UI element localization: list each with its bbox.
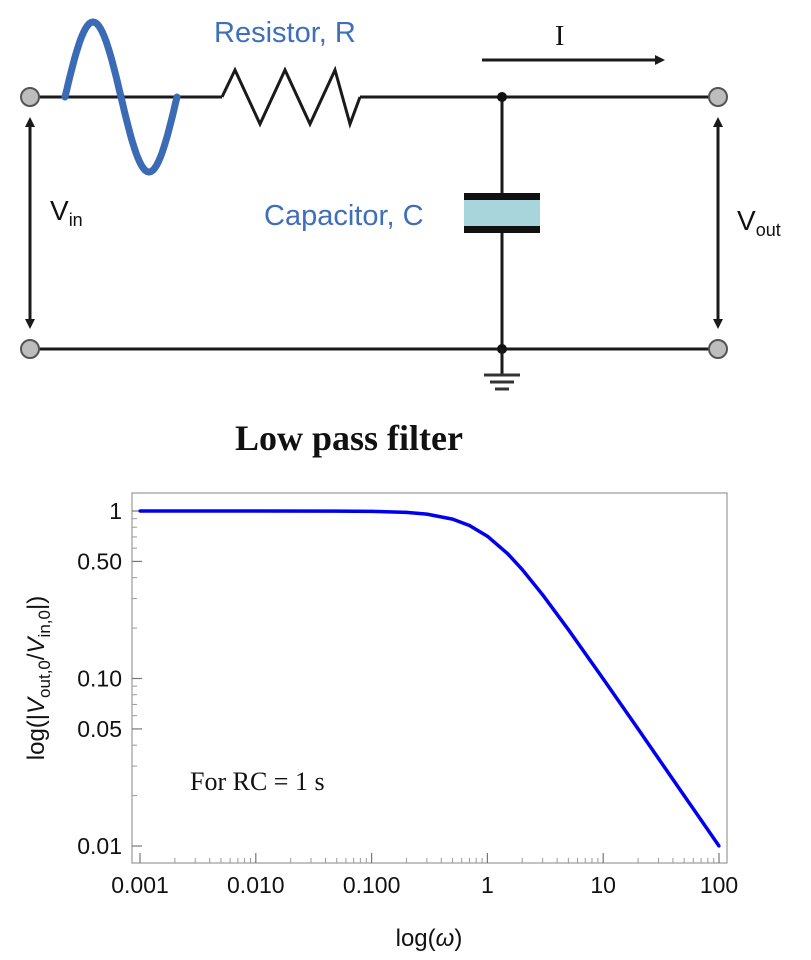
current-label: I [555, 21, 564, 52]
capacitor-plate-top [464, 193, 540, 200]
series-point [520, 567, 524, 572]
series-point [541, 593, 545, 597]
x-tick-label: 0.010 [227, 872, 285, 898]
x-axis-title: log(ω) [396, 925, 463, 952]
x-tick-label: 0.001 [111, 872, 169, 898]
series-point [254, 509, 258, 513]
x-tick-label: 1 [481, 872, 494, 898]
capacitor-plate-bottom [464, 226, 540, 233]
series-point [138, 509, 142, 513]
input-terminal-top [20, 87, 40, 107]
ground-icon [484, 349, 520, 391]
capacitor-dielectric [464, 199, 540, 227]
series-point [717, 844, 721, 848]
series-point [335, 509, 339, 513]
output-terminal-bottom [708, 339, 728, 359]
series-points [138, 509, 721, 848]
figure-caption: Low pass filter [235, 418, 463, 458]
circuit-diagram: I Resistor, R Capacitor, C Vin Vout Low … [20, 17, 781, 458]
x-tick-label: 100 [700, 872, 738, 898]
series-point [467, 523, 472, 528]
x-tick-label: 10 [590, 872, 616, 898]
series-point [485, 534, 489, 538]
resistor-label: Resistor, R [214, 17, 356, 49]
series-point [370, 509, 374, 513]
y-axis: 1 0.50 0.10 0.05 0.01 [77, 498, 142, 859]
series-point [682, 793, 686, 798]
series-point [450, 517, 455, 521]
capacitor-label: Capacitor, C [264, 200, 424, 232]
series-point [566, 627, 570, 632]
series-point [404, 510, 409, 514]
series-point [583, 651, 587, 656]
junction-top [497, 92, 507, 102]
y-tick-label: 0.01 [77, 833, 122, 859]
x-axis: 0.001 0.010 0.100 1 10 100 [111, 853, 738, 898]
series-point [506, 552, 510, 556]
frequency-response-chart: 10.500.100.050.01 0.001 0.010 0.100 1 10 100 … [23, 492, 738, 952]
series-point [699, 818, 703, 822]
series-line-response [140, 509, 721, 847]
y-tick-label: 0.50 [77, 548, 122, 574]
chart-annotation: For RC = 1 s [190, 767, 325, 796]
y-tick-label: 1 [109, 498, 122, 524]
resistor-symbol [220, 65, 362, 129]
series-point [425, 512, 429, 516]
sine-wave-source-icon [61, 18, 181, 176]
vin-label: Vin [50, 195, 83, 230]
plot-frame [131, 492, 728, 864]
x-tick-label: 0.100 [343, 872, 401, 898]
output-terminal-top [708, 87, 728, 107]
series-point [636, 727, 640, 731]
series-point [656, 756, 661, 761]
input-terminal-bottom [20, 339, 40, 359]
y-axis-title: log(|Vout,0/Vin,0|) [23, 596, 54, 760]
y-tick-label: 0.10 [77, 666, 122, 692]
y-tick-label: 0.05 [77, 716, 122, 742]
vout-label: Vout [737, 205, 781, 240]
series-point [601, 677, 605, 681]
